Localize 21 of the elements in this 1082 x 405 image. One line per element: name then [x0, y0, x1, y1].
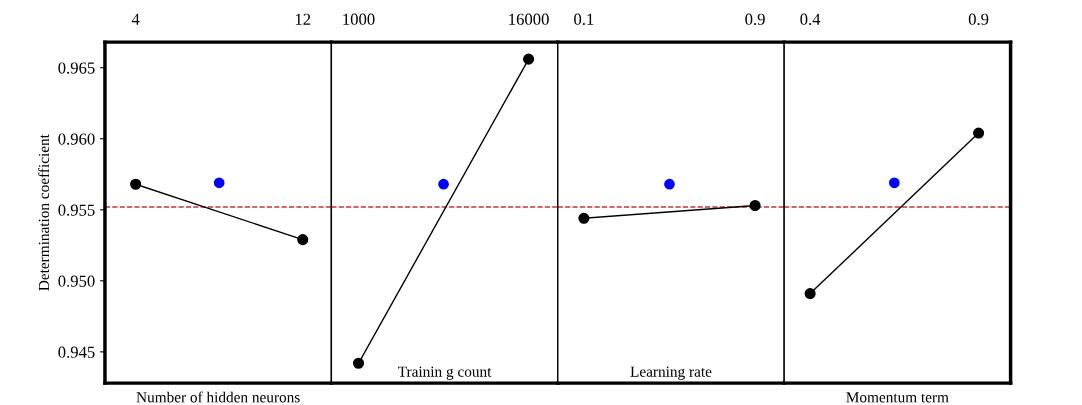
y-axis-title: Determination coefficient [38, 134, 50, 291]
x-tick-label: 4 [131, 13, 140, 25]
x-tick-label: 0.9 [968, 13, 989, 25]
x-tick-label: 0.9 [745, 13, 765, 25]
x-axis-title: Momentum term [846, 392, 949, 403]
y-tick-label: 0.945 [58, 346, 95, 358]
point [297, 234, 309, 246]
y-tick-label: 0.965 [58, 62, 95, 74]
point [130, 178, 142, 190]
y-tick-label: 0.955 [58, 204, 95, 216]
x-axis-title: Trainin g count [398, 366, 492, 380]
x-tick-label: 1000 [343, 13, 375, 25]
point [213, 177, 225, 189]
x-axis-title: Learning rate [630, 366, 712, 380]
y-tick-label: 0.950 [58, 275, 95, 287]
x-axis-title: Number of hidden neurons [136, 391, 300, 403]
x-tick-label: 12 [295, 13, 311, 25]
x-tick-label: 16000 [509, 13, 549, 25]
y-tick-label: 0.960 [58, 133, 95, 145]
x-tick-label: 0.4 [800, 13, 821, 25]
x-tick-label: 0.1 [574, 13, 594, 25]
